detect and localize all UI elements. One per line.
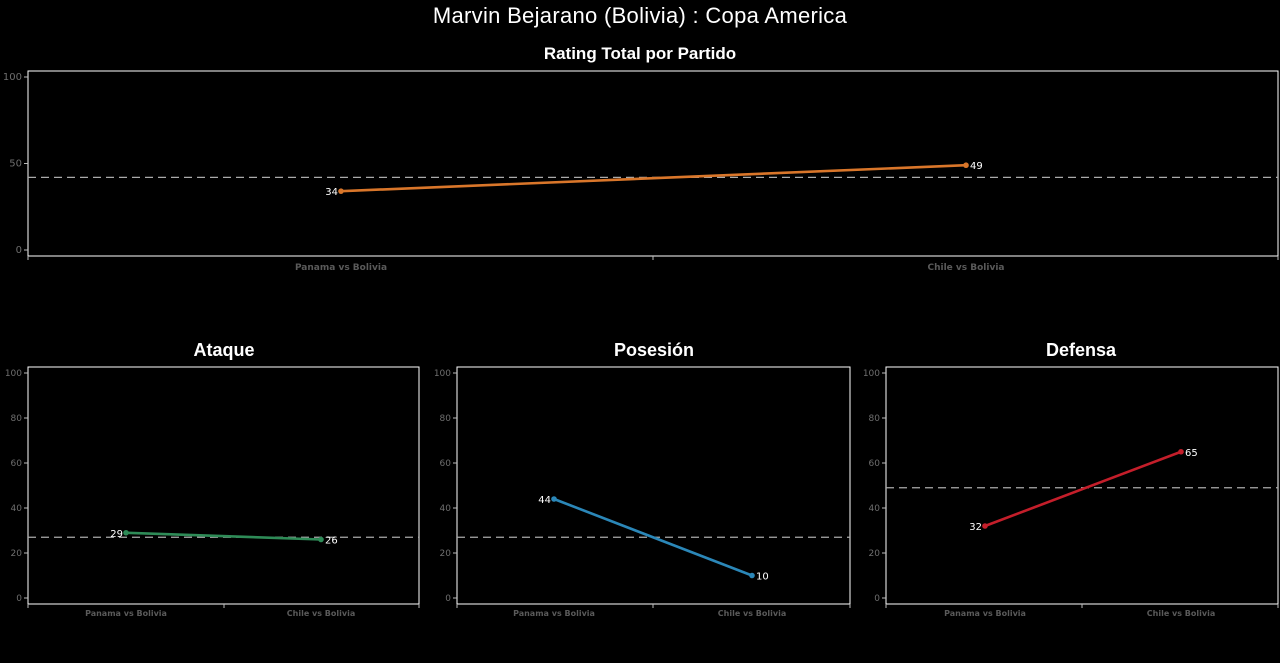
data-label-defensa: 65 — [1185, 448, 1198, 459]
figure-title: Marvin Bejarano (Bolivia) : Copa America — [432, 3, 848, 28]
data-label-ataque: 26 — [325, 536, 338, 547]
data-point-total — [338, 188, 344, 194]
x-category-label-total: Panama vs Bolivia — [295, 263, 387, 273]
y-tick-label-posesion: 20 — [440, 549, 452, 559]
series-line-total — [340, 163, 967, 193]
y-tick-label-posesion: 40 — [440, 504, 452, 514]
plot-frame-defensa — [885, 366, 1279, 605]
x-category-label-ataque: Chile vs Bolivia — [287, 609, 355, 618]
data-label-posesion: 10 — [756, 572, 769, 583]
plot-frame-ataque — [27, 366, 420, 605]
y-tick-label-defensa: 0 — [874, 594, 880, 604]
data-point-ataque — [318, 536, 324, 543]
plot-frame-posesion — [456, 366, 851, 605]
data-label-ataque: 29 — [110, 529, 123, 540]
y-tick-label-defensa: 60 — [869, 459, 881, 469]
chart-posesion: 0 20 40 60 80 100 Panama vs Bolivia Chile vs Bo… — [434, 366, 851, 618]
data-point-posesion — [749, 572, 755, 579]
y-tick-label-posesion: 0 — [445, 594, 451, 604]
y-tick-label-defensa: 40 — [869, 504, 881, 514]
y-tick-label-total: 100 — [3, 72, 22, 83]
chart-title-posesion: Posesión — [613, 340, 695, 360]
chart-title-defensa: Defensa — [1045, 340, 1117, 360]
series-line-posesion — [553, 497, 753, 577]
chart-total: 0 50 100 Panama vs Bolivia Chile vs Bolivia 3… — [3, 70, 1279, 273]
y-tick-label-posesion: 60 — [440, 459, 452, 469]
data-point-defensa — [1178, 448, 1184, 455]
y-tick-label-ataque: 80 — [11, 414, 23, 424]
y-tick-label-defensa: 80 — [869, 414, 881, 424]
y-tick-label-ataque: 40 — [11, 504, 23, 514]
x-category-label-defensa: Panama vs Bolivia — [944, 609, 1026, 618]
data-point-defensa — [982, 523, 988, 529]
y-tick-label-posesion: 80 — [440, 414, 452, 424]
data-label-posesion: 44 — [538, 495, 551, 506]
x-category-label-total: Chile vs Bolivia — [927, 263, 1004, 273]
y-tick-label-ataque: 0 — [16, 594, 22, 604]
chart-defensa: 0 20 40 60 80 100 Panama vs Bolivia Chile vs Bo… — [863, 366, 1279, 618]
x-category-label-defensa: Chile vs Bolivia — [1147, 609, 1215, 618]
y-tick-label-total: 50 — [9, 159, 22, 170]
x-category-label-posesion: Panama vs Bolivia — [513, 609, 595, 618]
data-point-total — [963, 162, 969, 169]
data-point-ataque — [123, 529, 129, 536]
series-line-defensa — [984, 450, 1182, 528]
chart-ataque: 0 20 40 60 80 100 Panama vs Bolivia Chile vs Bo… — [5, 366, 420, 618]
chart-title-ataque: Ataque — [193, 340, 255, 360]
plot-frame-total — [27, 70, 1279, 257]
chart-title-total: Rating Total por Partido — [543, 44, 737, 63]
data-label-defensa: 32 — [969, 522, 982, 533]
y-tick-label-total: 0 — [16, 245, 22, 256]
y-tick-label-posesion: 100 — [434, 369, 451, 379]
y-tick-label-defensa: 20 — [869, 549, 881, 559]
y-tick-label-defensa: 100 — [863, 369, 880, 379]
y-tick-label-ataque: 20 — [11, 549, 23, 559]
x-category-label-ataque: Panama vs Bolivia — [85, 609, 167, 618]
x-category-label-posesion: Chile vs Bolivia — [718, 609, 786, 618]
y-tick-label-ataque: 60 — [11, 459, 23, 469]
y-tick-label-ataque: 100 — [5, 369, 22, 379]
data-label-total: 34 — [325, 187, 338, 198]
series-line-ataque — [125, 531, 322, 541]
data-point-posesion — [551, 496, 557, 502]
data-label-total: 49 — [970, 161, 983, 172]
